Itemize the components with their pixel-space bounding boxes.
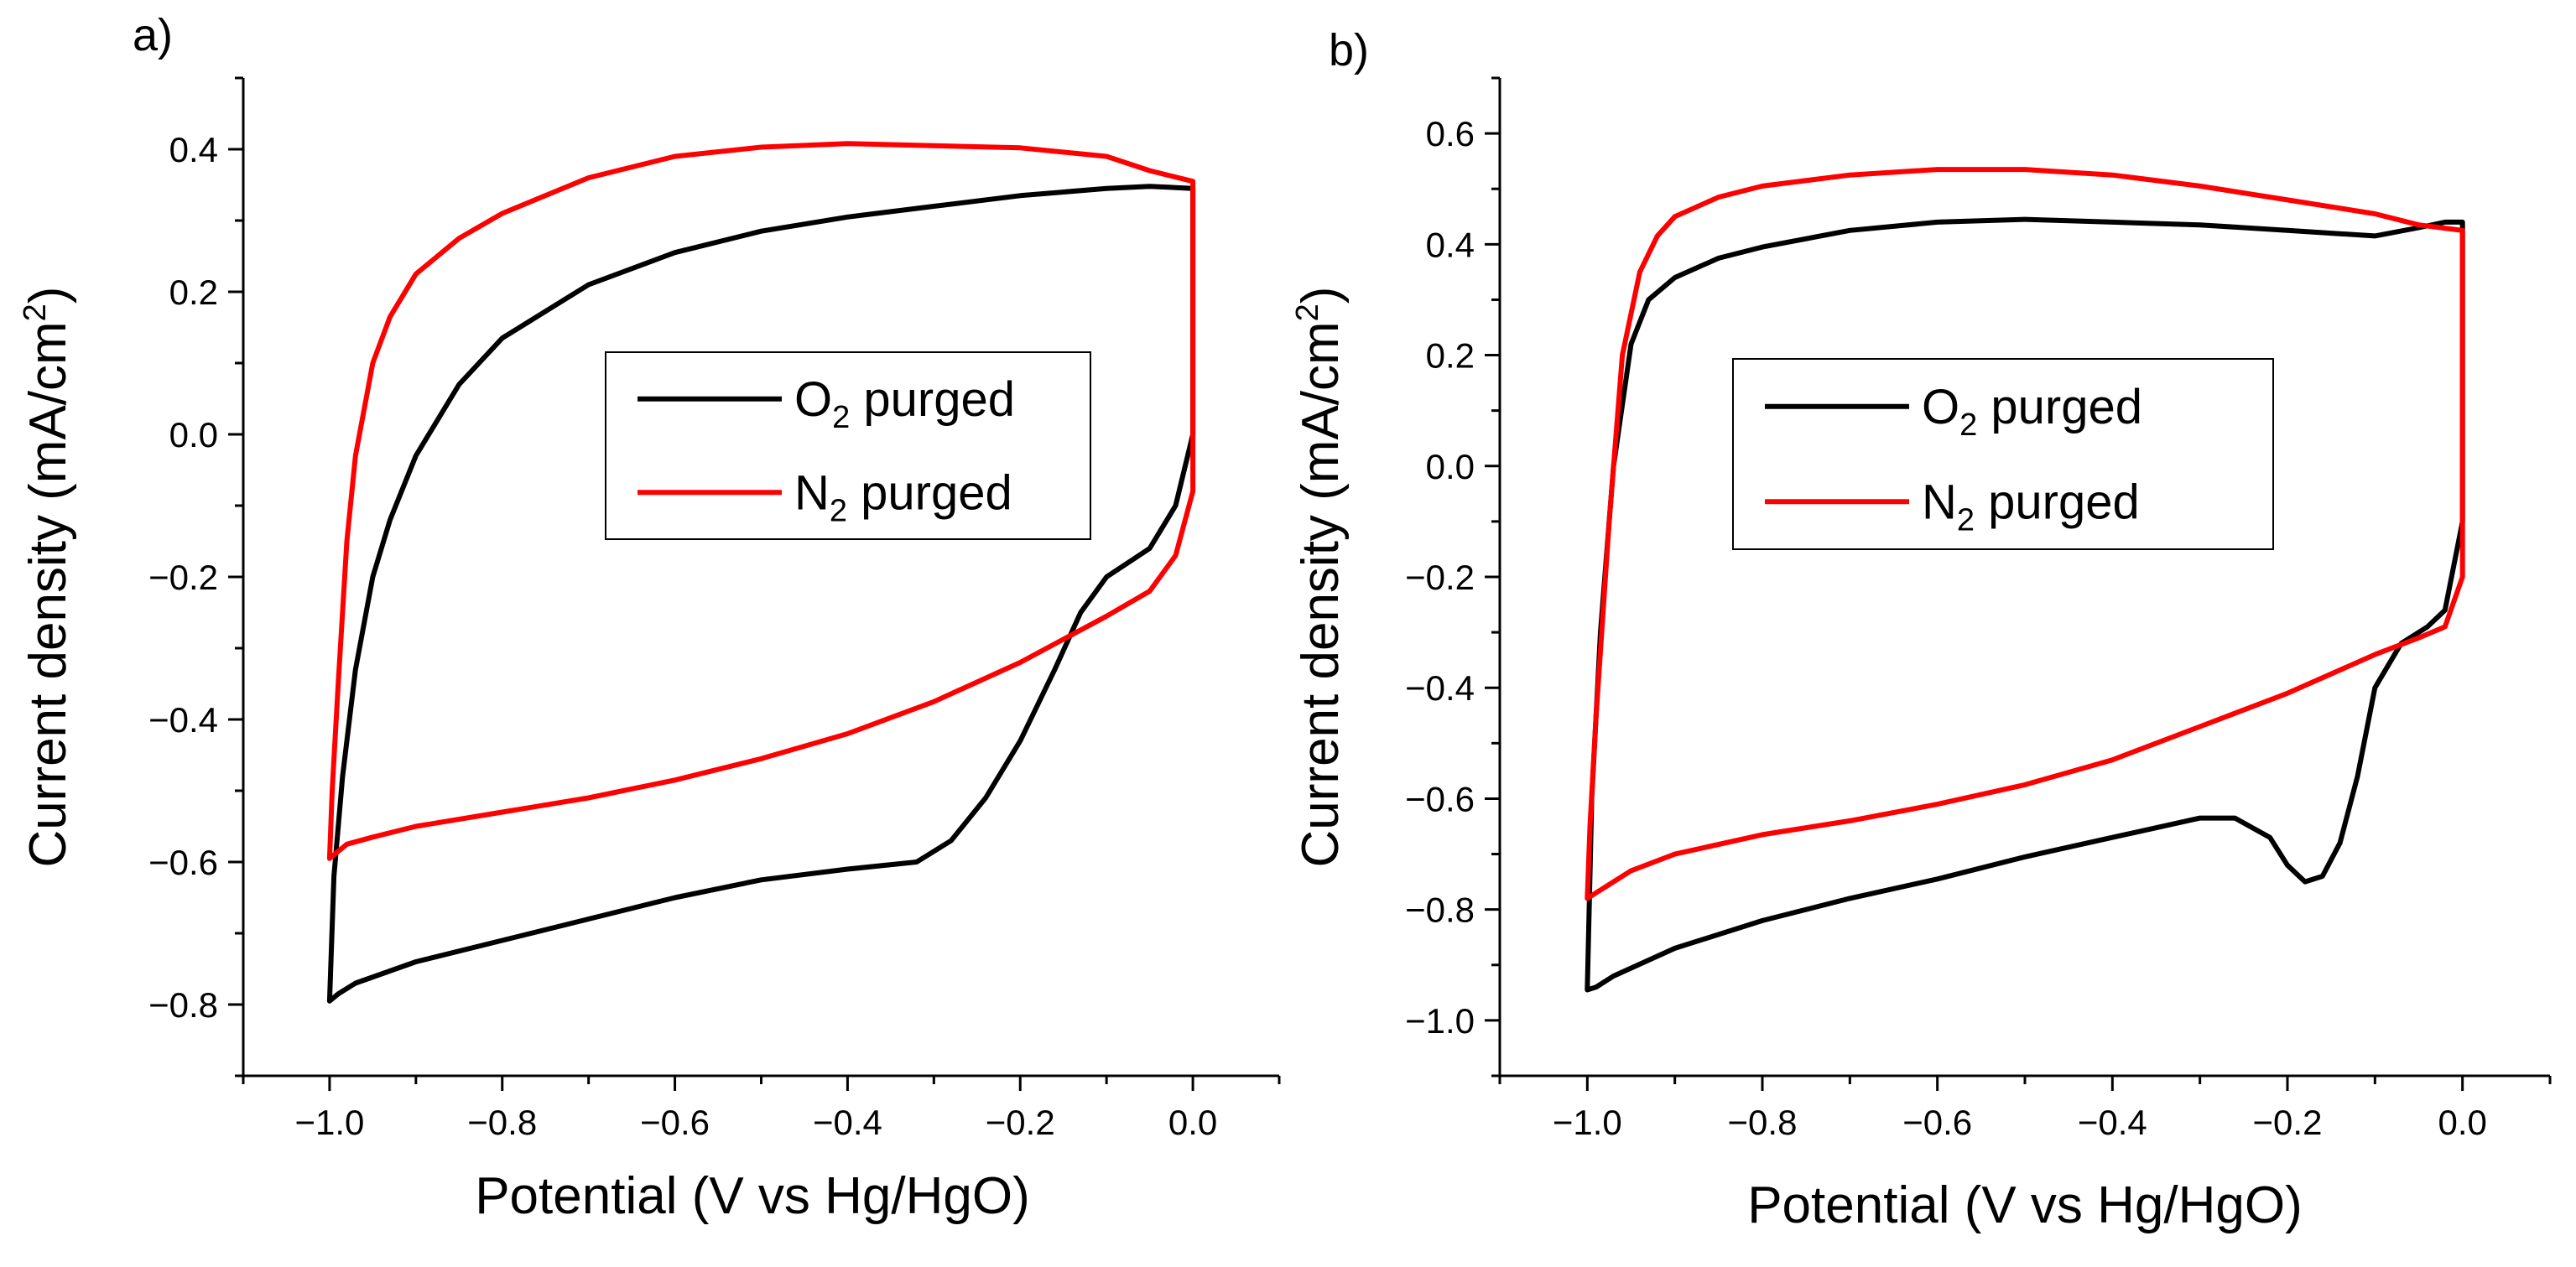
y-tick-label: −0.2 <box>1405 558 1475 597</box>
y-tick-label: 0.0 <box>1426 447 1475 486</box>
panel-label: a) <box>133 10 173 60</box>
x-tick-label: −0.2 <box>2253 1103 2323 1142</box>
y-tick-label: −0.2 <box>148 558 218 597</box>
series-line-n2-purged <box>326 141 1196 861</box>
panel-label: b) <box>1329 25 1369 75</box>
chart-panel-b: −1.0 −0.8 −0.6 −0.4 −0.2 0.0 −1.0 −0.8 −0.6 −0.4 −… <box>1290 25 2552 1234</box>
x-axis-label: Potential (V vs Hg/HgO) <box>1747 1176 2303 1234</box>
y-tick-label: −0.6 <box>1405 779 1475 818</box>
legend-entry-label: N2 purged <box>794 465 1012 528</box>
legend-box <box>605 351 1091 540</box>
legend: O2 purged N2 purged <box>1732 358 2274 550</box>
y-tick-label: −0.8 <box>148 985 218 1025</box>
x-tick-label: 0.0 <box>1168 1103 1217 1142</box>
chart-panel-a: −1.0 −0.8 −0.6 −0.4 −0.2 0.0 −0.8 −0.6 −0.4 −0.2 0… <box>18 10 1281 1225</box>
y-tick-label: 0.2 <box>1426 336 1475 376</box>
x-tick-label: −0.6 <box>640 1103 710 1142</box>
y-axis-label: Current density (mA/cm2) <box>18 287 77 868</box>
y-tick-label: 0.2 <box>169 273 218 312</box>
x-tick-label: 0.0 <box>2438 1103 2486 1142</box>
x-tick-label: −0.2 <box>986 1103 1055 1142</box>
y-tick-label: 0.4 <box>1426 225 1475 264</box>
x-tick-label: −0.4 <box>2078 1103 2147 1142</box>
legend-entry-label: O2 purged <box>794 372 1015 435</box>
x-tick-label: −1.0 <box>1553 1103 1622 1142</box>
y-axis-label: Current density (mA/cm2) <box>1290 287 1350 868</box>
y-tick-label: 0.4 <box>169 130 218 169</box>
x-axis-label: Potential (V vs Hg/HgO) <box>475 1167 1030 1225</box>
y-tick-label: −1.0 <box>1405 1001 1475 1041</box>
y-tick-label: −0.4 <box>1405 668 1475 708</box>
series-line-o2-purged <box>326 184 1196 1004</box>
series-line-n2-purged <box>1585 167 2465 901</box>
x-tick-label: −0.8 <box>467 1103 537 1142</box>
y-tick-label: −0.6 <box>148 843 218 882</box>
legend-entry-label: N2 purged <box>1922 475 2140 537</box>
y-tick-label: −0.4 <box>148 700 218 740</box>
y-tick-label: 0.0 <box>169 415 218 454</box>
x-tick-label: −0.6 <box>1902 1103 1972 1142</box>
legend: O2 purged N2 purged <box>605 351 1091 540</box>
y-tick-label: −0.8 <box>1405 891 1475 930</box>
legend-entry-label: O2 purged <box>1922 380 2142 443</box>
series-line-o2-purged <box>1585 216 2465 993</box>
x-tick-label: −0.8 <box>1728 1103 1798 1142</box>
x-tick-label: −1.0 <box>294 1103 364 1142</box>
x-tick-label: −0.4 <box>813 1103 882 1142</box>
legend-box <box>1732 358 2274 550</box>
chart-panels: −1.0 −0.8 −0.6 −0.4 −0.2 0.0 −0.8 −0.6 −0.4 −0.2 0… <box>18 10 2552 1234</box>
y-tick-label: 0.6 <box>1426 114 1475 153</box>
